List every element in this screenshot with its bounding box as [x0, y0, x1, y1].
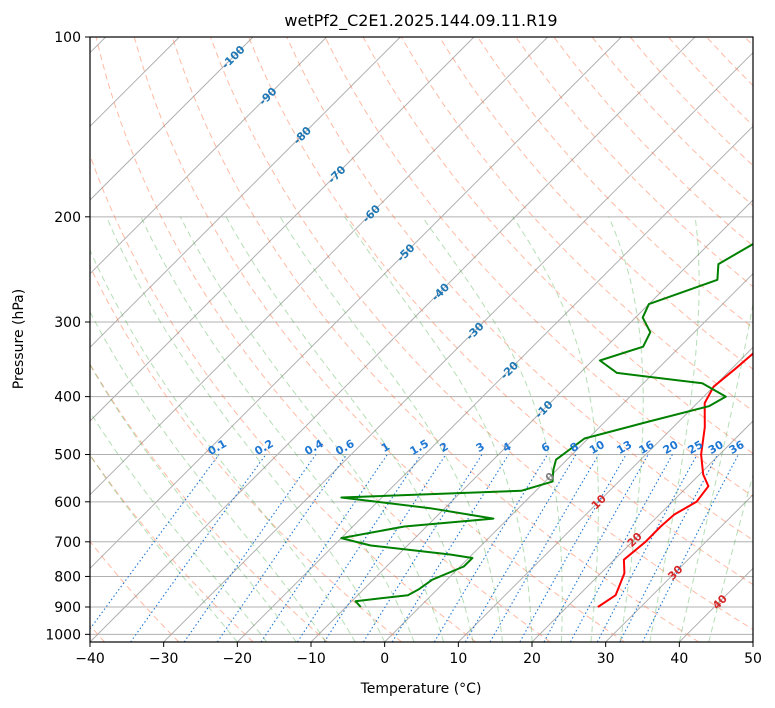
y-tick-label: 600 [54, 495, 81, 511]
dry-adiabat-line [515, 37, 753, 288]
isotherm-gridline [90, 37, 475, 422]
isotherm-gridline [163, 51, 753, 642]
x-tick-label: −30 [149, 651, 179, 667]
isotherm-gridline [605, 493, 753, 642]
dry-adiabat-line [324, 37, 753, 498]
isotherm-gridline [90, 37, 254, 201]
moist-adiabat-line [90, 454, 238, 642]
dry-adiabat-line [400, 37, 753, 412]
dry-adiabat-line [133, 37, 625, 642]
moist-adiabat-line [279, 216, 503, 642]
mixing-ratio-line [323, 454, 447, 642]
isotherm-gridline [310, 199, 753, 642]
dry-adiabat-line [438, 37, 753, 370]
chart-title: wetPf2_C2E1.2025.144.09.11.R19 [284, 11, 557, 31]
isotherm-gridline [90, 37, 696, 642]
moist-adiabat-line [106, 216, 386, 642]
mixing-ratio-line [489, 454, 600, 642]
moist-adiabat-line [90, 411, 268, 642]
x-tick-label: −20 [223, 651, 253, 667]
dry-adiabat-line [210, 37, 753, 631]
isotherm-gridline [90, 37, 328, 275]
dry-adiabat-line [90, 363, 328, 642]
mixing-ratio-line [464, 454, 577, 642]
y-axis-title: Pressure (hPa) [11, 289, 27, 389]
moist-adiabat-line [90, 363, 297, 642]
isotherm-gridline [90, 37, 622, 570]
dry-adiabat-line [90, 453, 254, 642]
x-tick-label: 0 [380, 651, 389, 667]
moist-adiabat-line [90, 249, 356, 642]
y-tick-label: 100 [54, 30, 81, 46]
isotherm-gridline [384, 272, 753, 642]
dry-adiabat-line [90, 153, 477, 642]
moist-adiabat-line [608, 216, 644, 642]
y-tick-label: 500 [54, 448, 81, 464]
isotherm-gridline [236, 125, 753, 642]
moist-adiabat-line [140, 216, 415, 642]
temperature-profile-line [597, 352, 753, 608]
mixing-ratio-line [260, 454, 388, 642]
dry-adiabat-line [362, 37, 753, 455]
x-tick-label: 40 [670, 651, 688, 667]
y-tick-label: 700 [54, 535, 81, 551]
dry-adiabat-line [248, 37, 753, 586]
dry-adiabat-line [90, 265, 403, 642]
y-tick-label: 300 [54, 315, 81, 331]
mixing-ratio-line [569, 454, 673, 642]
moist-adiabat-line [512, 216, 599, 642]
dry-adiabat-line [95, 37, 551, 642]
moist-adiabat-line [421, 216, 563, 642]
isotherm-gridline [90, 37, 549, 496]
y-tick-label: 800 [54, 569, 81, 585]
isotherm-gridline [531, 420, 753, 642]
x-tick-label: 20 [523, 651, 541, 667]
y-tick-label: 400 [54, 390, 81, 406]
y-tick-label: 200 [54, 210, 81, 226]
mixing-ratio-line [183, 454, 317, 642]
x-tick-label: −40 [75, 651, 105, 667]
mixing-ratio-line [297, 454, 422, 642]
x-tick-label: 10 [449, 651, 467, 667]
mixing-ratio-line [433, 454, 548, 642]
moist-adiabat-line [649, 216, 700, 642]
moist-adiabat-line [678, 301, 753, 642]
plot-area [90, 37, 753, 642]
mixing-ratio-line [519, 454, 627, 642]
y-tick-label: 1000 [45, 627, 81, 643]
dewpoint-profile-line [340, 242, 753, 608]
mixing-ratio-line [216, 454, 348, 642]
moist-adiabat-line [179, 216, 445, 642]
y-tick-label: 900 [54, 600, 81, 616]
x-tick-label: 50 [744, 651, 762, 667]
axes: −40 −30 −20 −10 0 10 20 30 40 50 100 200 300 400 500 60… [45, 30, 762, 667]
mixing-ratio-line [90, 454, 220, 630]
mixing-ratio-line [130, 454, 267, 642]
x-tick-label: 30 [597, 651, 615, 667]
plot-frame [89, 36, 754, 643]
dry-adiabat-line [286, 37, 753, 541]
isotherm-gridline [90, 37, 401, 349]
dry-adiabat-line [477, 37, 753, 329]
dry-adiabat-line [171, 37, 700, 642]
mixing-ratio-line [596, 454, 698, 642]
x-tick-label: −10 [296, 651, 326, 667]
x-axis-title: Temperature (°C) [360, 681, 482, 697]
isotherm-gridline [457, 346, 753, 642]
moist-adiabat-line [90, 310, 327, 642]
